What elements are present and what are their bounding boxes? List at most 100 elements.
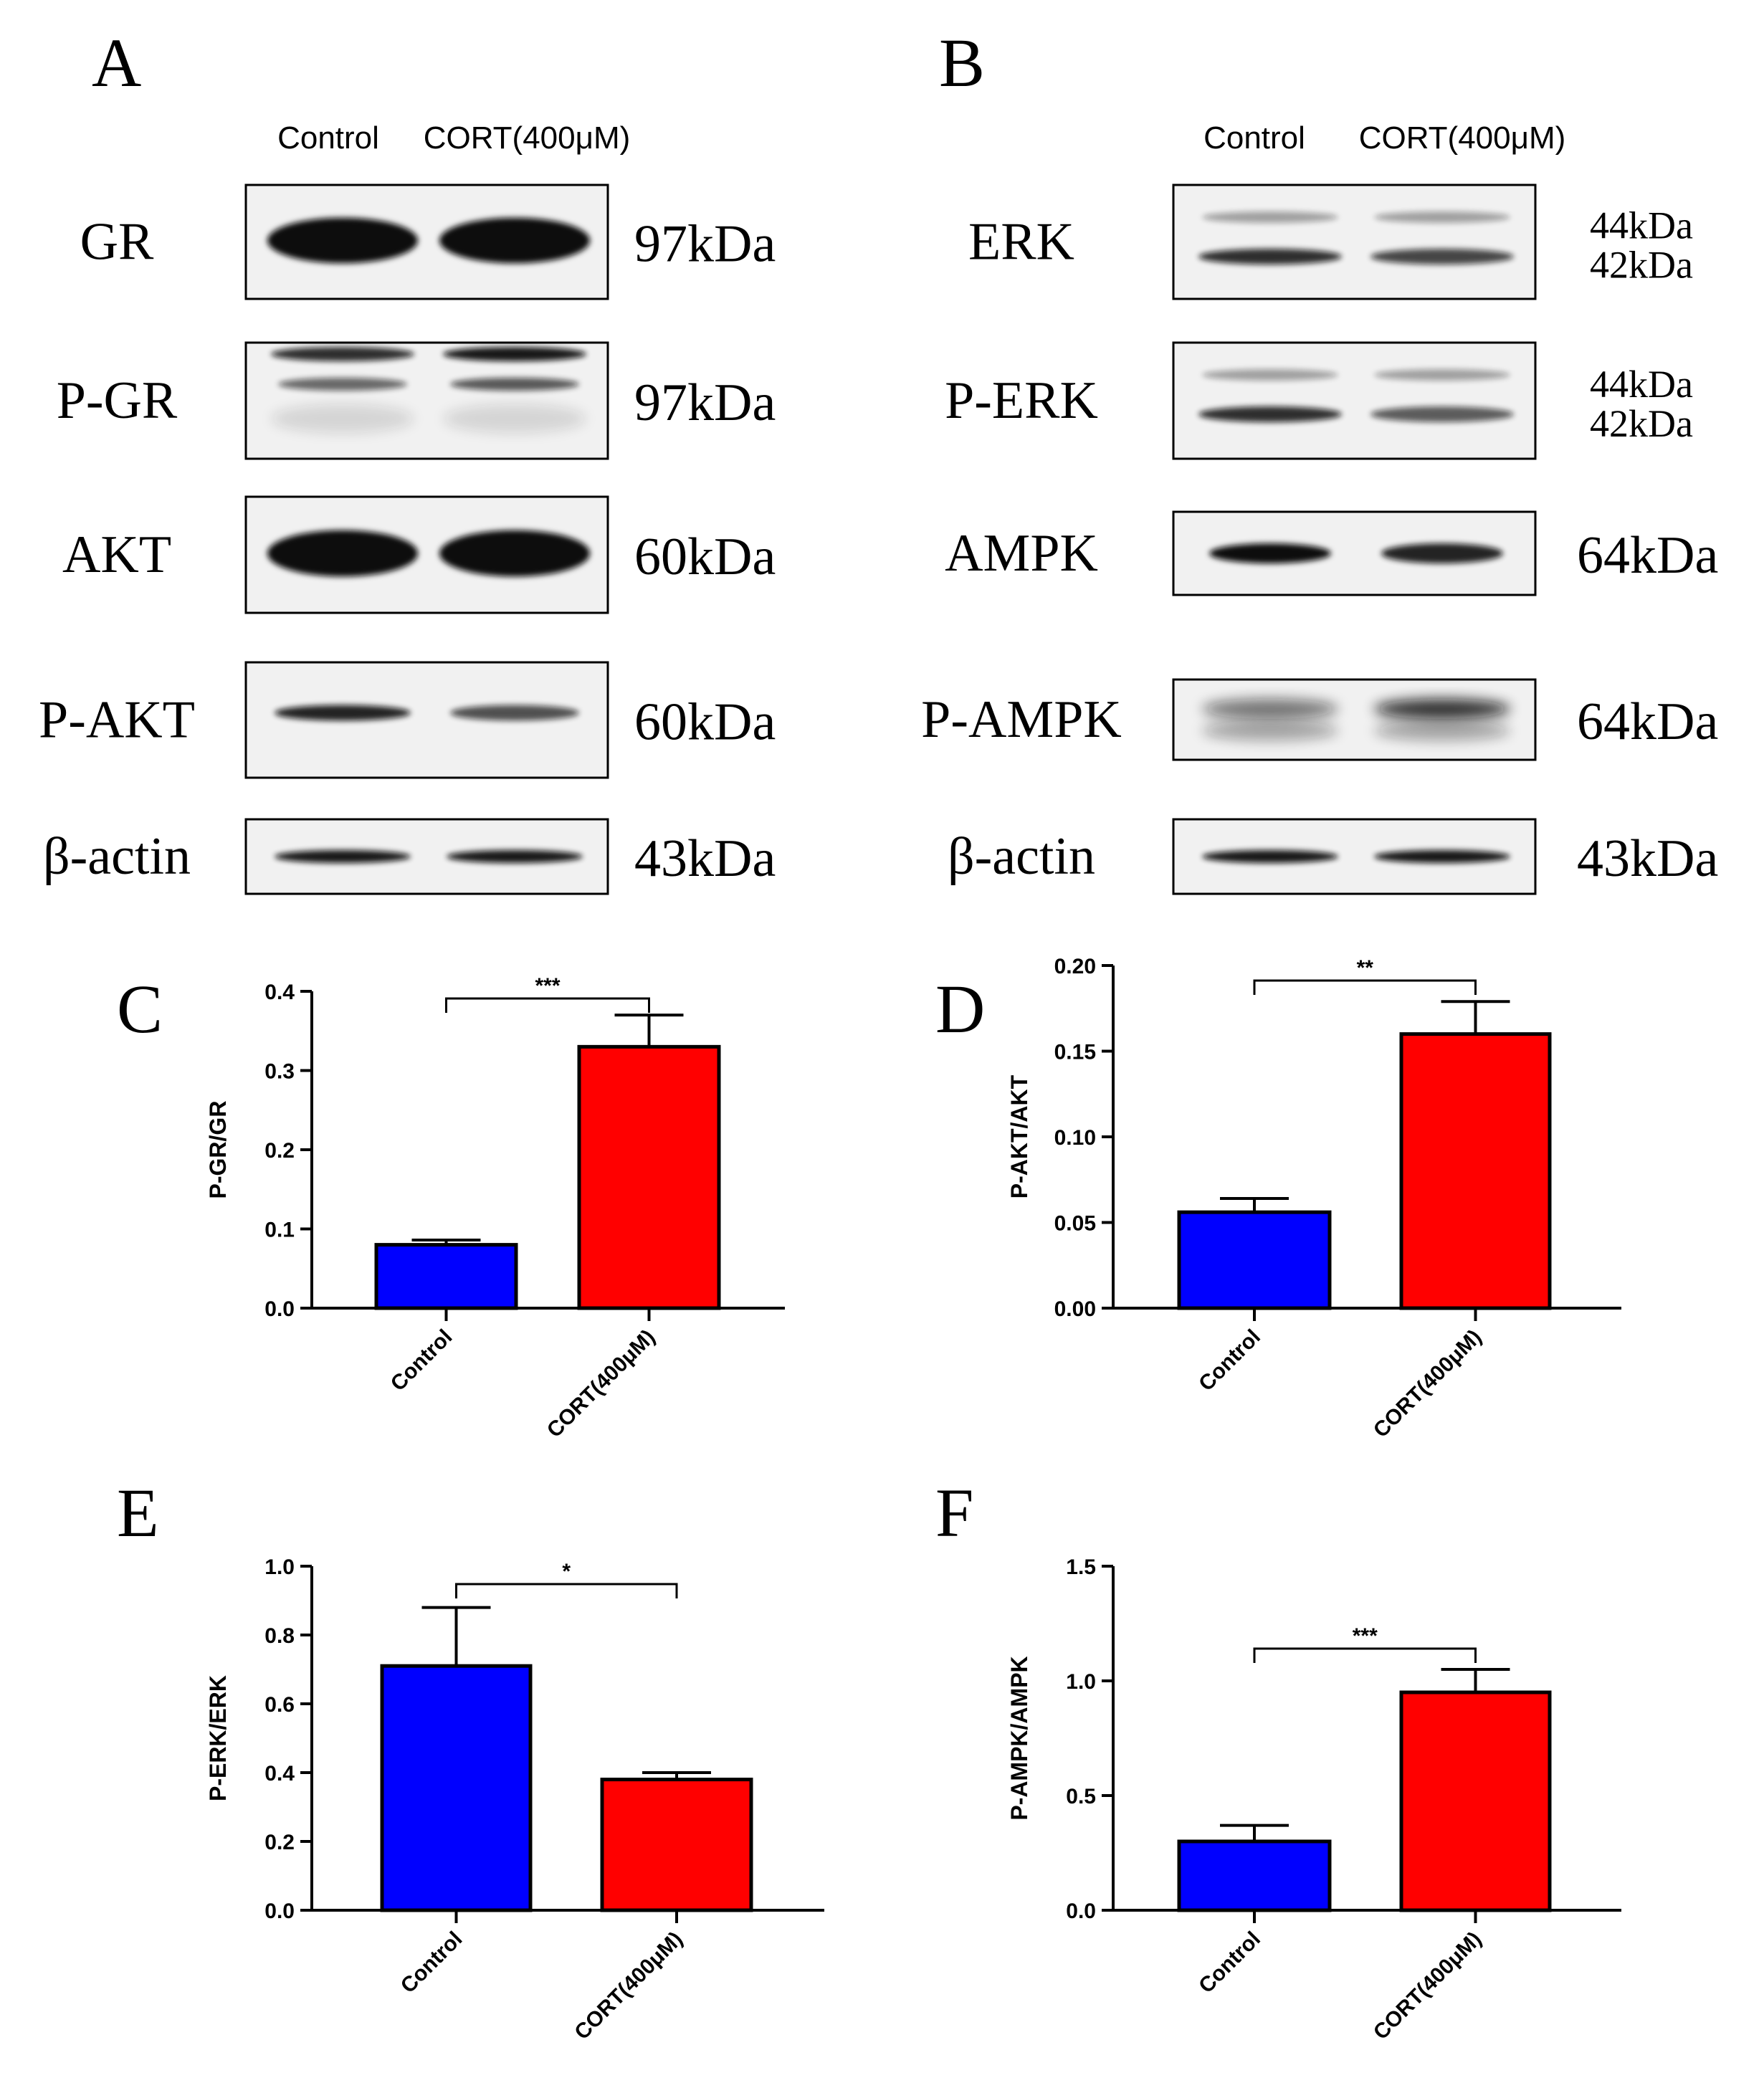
blot-row: P-GR 97kDa [57,341,776,460]
blot-band [1202,699,1338,719]
protein-name: P-GR [57,371,178,430]
panel-label: E [117,1474,159,1551]
blot-band [450,705,579,721]
y-tick-label: 0.1 [264,1219,295,1242]
molecular-weight-label: 60kDa [634,693,776,752]
y-tick-label: 0.6 [264,1693,295,1717]
y-tick-label: 0.20 [1054,955,1096,978]
y-tick-label: 0.2 [264,1831,295,1854]
bar [1177,1839,1332,1912]
blot-band [447,850,583,863]
blot-band [1202,369,1338,381]
protein-name: ERK [968,213,1074,272]
x-tick-label: CORT(400μM) [543,1325,660,1443]
molecular-weight-label: 97kDa [634,373,776,432]
blot-band [278,378,407,391]
blot-panel-A: A Control CORT(400μM) GR 97kDa P-GR 97kDa AKT 60… [39,24,776,895]
y-tick-label: 1.0 [1066,1670,1096,1694]
blot-band [1374,211,1510,223]
blot-box [1172,183,1537,300]
blot-band [1198,406,1342,422]
protein-name: AMPK [945,524,1098,583]
y-tick-label: 0.10 [1054,1126,1096,1150]
y-tick-label: 0.15 [1054,1041,1096,1064]
blot-band [1374,850,1510,863]
x-tick-label: Control [1194,1927,1265,1998]
blot-band [439,530,590,577]
molecular-weight-label: 60kDa [634,528,776,586]
y-tick-label: 0.0 [264,1899,295,1923]
lane-header: CORT(400μM) [424,120,631,156]
y-tick-label: 1.5 [1066,1555,1096,1579]
significance-label: * [562,1560,571,1583]
bar-chart-F: F 0.0 0.5 1.0 1.5 P-AMPK/AMPK Control CORT(400μ… [935,1474,1621,2044]
blot-band [1198,249,1342,264]
x-tick-label: CORT(400μM) [1369,1325,1487,1443]
blot-row: P-AKT 60kDa [39,661,776,779]
x-tick-label: CORT(400μM) [570,1927,687,2045]
panel-label: A [92,24,141,101]
blot-band [267,530,418,577]
blot-row: AKT 60kDa [62,495,776,614]
protein-name: β-actin [948,827,1095,886]
blot-band [271,404,414,433]
y-tick-label: 0.4 [264,981,295,1004]
western-blot-area: A Control CORT(400μM) GR 97kDa P-GR 97kDa AKT 60… [39,24,1718,895]
blot-box [244,661,609,779]
x-tick-label: Control [396,1927,467,1998]
protein-name: P-AKT [39,691,195,750]
blot-band [1370,249,1514,264]
protein-name: β-actin [43,827,191,886]
y-tick-label: 0.4 [264,1762,295,1786]
blot-band [271,347,414,361]
molecular-weight-label: 44kDa [1590,363,1693,406]
significance-bracket [1253,979,1477,995]
bar [1177,1210,1332,1310]
molecular-weight-label: 64kDa [1577,692,1718,751]
molecular-weight-label: 42kDa [1590,244,1693,287]
protein-name: P-ERK [945,371,1098,430]
blot-band [1202,720,1338,740]
significance-label: *** [535,974,560,998]
y-tick-label: 0.05 [1054,1212,1096,1236]
blot-band [450,378,579,391]
bar [600,1778,753,1912]
lane-header: Control [1203,120,1305,156]
blot-band [275,705,411,721]
molecular-weight-label: 42kDa [1590,402,1693,445]
blot-box [1172,341,1537,460]
blot-row: GR 97kDa [80,183,776,300]
lane-header: CORT(400μM) [1359,120,1566,156]
panel-label: D [935,971,985,1047]
blot-band [275,850,411,863]
lane-header: Control [277,120,379,156]
blot-row: AMPK 64kDa [945,510,1718,596]
bar [1399,1690,1552,1912]
significance-bracket [1253,1647,1477,1663]
significance-label: ** [1357,956,1374,980]
blot-band [1381,543,1503,563]
x-tick-label: CORT(400μM) [1369,1927,1487,2045]
molecular-weight-label: 43kDa [1577,829,1718,888]
blot-band [439,217,590,264]
y-tick-label: 0.5 [1066,1785,1096,1808]
x-tick-label: Control [1194,1325,1265,1396]
protein-name: GR [80,213,154,272]
significance-label: *** [1353,1624,1378,1648]
protein-name: AKT [62,525,171,584]
blot-box [1172,678,1537,761]
bar-chart-E: E 0.0 0.2 0.4 0.6 0.8 1.0 P-ERK/ERK Control CORT(… [117,1474,824,2044]
significance-bracket [445,997,650,1013]
bar [374,1243,518,1310]
blot-row: β-actin 43kDa [948,818,1718,895]
significance-bracket [455,1583,678,1598]
panel-label: B [939,24,985,101]
blot-band [1202,211,1338,223]
bar [577,1044,721,1310]
blot-band [1202,850,1338,863]
y-tick-label: 1.0 [264,1555,295,1579]
panel-label: C [117,971,163,1047]
